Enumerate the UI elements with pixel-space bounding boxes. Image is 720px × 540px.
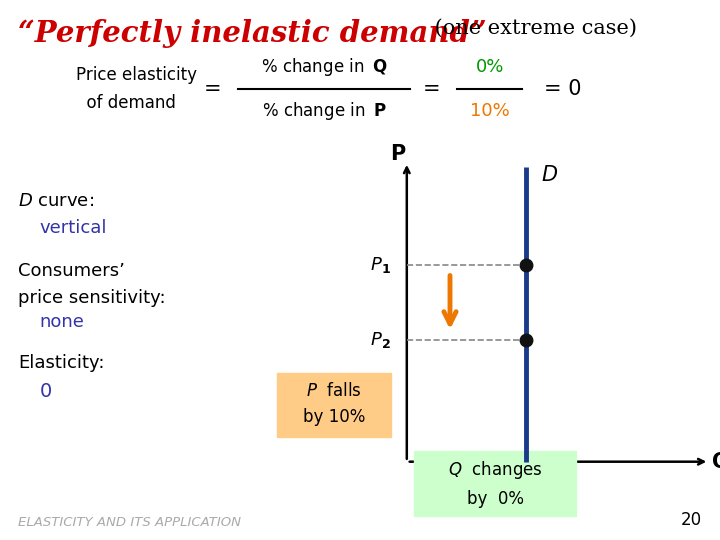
Text: (one extreme case): (one extreme case): [428, 19, 637, 38]
Text: $\mathbf{\mathit{P}}_\mathbf{1}$: $\mathbf{\mathit{P}}_\mathbf{1}$: [370, 254, 391, 275]
Text: =: =: [423, 79, 441, 99]
FancyBboxPatch shape: [414, 451, 576, 516]
Text: vertical: vertical: [40, 219, 107, 237]
Text: ELASTICITY AND ITS APPLICATION: ELASTICITY AND ITS APPLICATION: [18, 516, 241, 529]
FancyBboxPatch shape: [277, 373, 391, 437]
Text: $\mathbf{P}$: $\mathbf{P}$: [390, 144, 406, 164]
Text: $\mathbf{\mathit{P}}_\mathbf{2}$: $\mathbf{\mathit{P}}_\mathbf{2}$: [370, 330, 391, 350]
Text: $\mathbf{Q}$: $\mathbf{Q}$: [711, 450, 720, 473]
Text: Elasticity:: Elasticity:: [18, 354, 104, 372]
Text: =: =: [204, 79, 221, 99]
Text: 20: 20: [681, 511, 702, 529]
Text: $\mathbf{\mathit{P}}$  falls
by 10%: $\mathbf{\mathit{P}}$ falls by 10%: [303, 382, 365, 426]
Text: Consumers’
price sensitivity:: Consumers’ price sensitivity:: [18, 262, 166, 307]
Text: “Perfectly inelastic demand”: “Perfectly inelastic demand”: [18, 19, 487, 48]
Text: $\mathbf{\mathit{D}}$: $\mathbf{\mathit{D}}$: [541, 165, 559, 185]
Text: Price elasticity
  of demand: Price elasticity of demand: [76, 66, 197, 112]
Text: 10%: 10%: [469, 102, 510, 120]
Text: % change in  $\mathbf{Q}$: % change in $\mathbf{Q}$: [261, 57, 387, 78]
Text: none: none: [40, 313, 84, 331]
Text: $\mathbf{\mathit{Q}}$  changes
by  0%: $\mathbf{\mathit{Q}}$ changes by 0%: [448, 459, 543, 508]
Text: % change in  $\mathbf{P}$: % change in $\mathbf{P}$: [261, 100, 387, 122]
Text: 0%: 0%: [475, 58, 504, 77]
Text: $\mathbf{\mathit{Q}}_\mathbf{1}$: $\mathbf{\mathit{Q}}_\mathbf{1}$: [513, 475, 538, 495]
Text: = 0: = 0: [544, 79, 581, 99]
Text: 0: 0: [40, 382, 52, 401]
Text: $\mathbf{\mathit{D}}$ curve:: $\mathbf{\mathit{D}}$ curve:: [18, 192, 94, 210]
